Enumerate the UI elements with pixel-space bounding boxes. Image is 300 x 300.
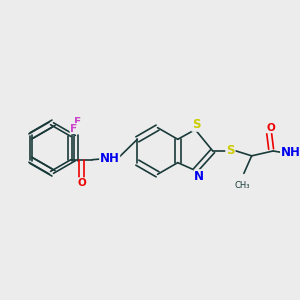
Text: CH₃: CH₃ (234, 181, 250, 190)
Text: S: S (192, 118, 200, 131)
Text: NH: NH (100, 152, 120, 165)
Text: NH: NH (280, 146, 300, 159)
Text: F: F (74, 117, 81, 127)
Text: S: S (226, 145, 235, 158)
Text: N: N (194, 170, 204, 183)
Text: O: O (267, 123, 275, 133)
Text: F: F (70, 124, 77, 134)
Text: O: O (77, 178, 86, 188)
